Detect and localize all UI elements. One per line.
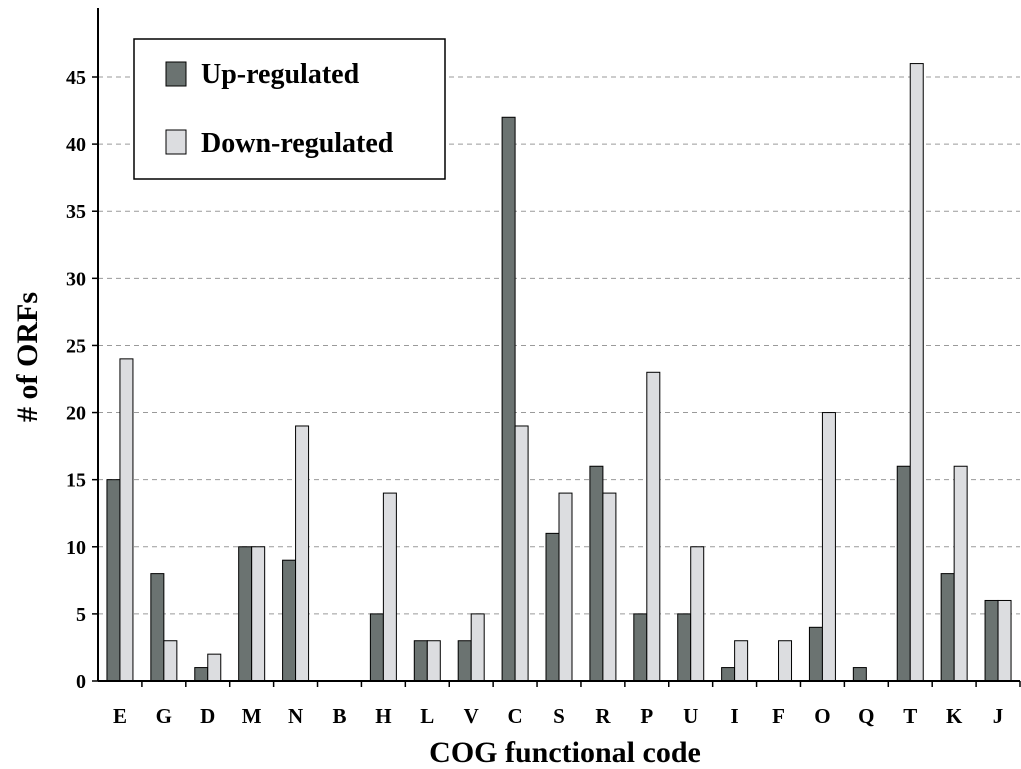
y-tick-label: 5 [76,604,86,626]
bar-up-regulated-M [238,546,253,682]
y-tick-labels: 0 5 10 15 20 25 30 35 40 45 [66,67,98,693]
bar-up-regulated-K [940,573,955,682]
legend-swatch-down-regulated [165,129,187,155]
bar-up-regulated-L [413,640,428,682]
legend-label-up-regulated: Up-regulated [201,59,360,90]
bar-down-regulated-R [602,492,617,682]
y-tick-label: 45 [66,67,86,89]
x-tick-label: O [814,704,830,728]
bar-up-regulated-V [457,640,472,682]
bar-down-regulated-F [778,640,793,682]
x-axis-title: COG functional code [429,736,701,769]
x-tick-label: L [420,704,434,728]
bar-up-regulated-E [106,479,121,682]
bar-down-regulated-S [558,492,573,682]
y-tick-label: 0 [76,671,86,693]
y-tick-label: 35 [66,201,86,223]
x-tick-label: F [772,704,785,728]
bars [106,63,1012,682]
y-tick-label: 30 [66,268,86,290]
bar-down-regulated-E [119,358,134,682]
bar-up-regulated-J [984,599,999,682]
x-tick-label: Q [858,704,874,728]
bar-up-regulated-D [194,667,209,682]
x-tick-label: K [946,704,963,728]
bar-down-regulated-U [690,546,705,682]
x-tick-label: J [993,704,1004,728]
bar-up-regulated-G [150,573,165,682]
bar-up-regulated-H [369,613,384,682]
axes [97,8,1020,682]
bar-down-regulated-M [251,546,266,682]
legend-swatch-up-regulated [165,61,187,87]
x-tick-label: S [553,704,565,728]
bar-down-regulated-H [382,492,397,682]
bar-up-regulated-U [677,613,692,682]
bar-up-regulated-C [501,116,516,682]
bar-up-regulated-O [808,626,823,682]
x-tick-label: R [595,704,611,728]
x-tick-label: I [731,704,739,728]
legend-label-down-regulated: Down-regulated [201,128,394,159]
x-tick-label: M [242,704,262,728]
bar-down-regulated-D [207,653,222,682]
x-tick-label: E [113,704,127,728]
x-tick-label: C [508,704,523,728]
y-tick-label: 25 [66,335,86,357]
bar-down-regulated-G [163,640,178,682]
x-tick-label: U [683,704,698,728]
bar-down-regulated-P [646,371,661,682]
bar-up-regulated-P [633,613,648,682]
y-tick-label: 15 [66,470,86,492]
bar-up-regulated-R [589,465,604,682]
bar-up-regulated-I [721,667,736,682]
bar-down-regulated-I [734,640,749,682]
bar-down-regulated-J [997,599,1012,682]
bar-down-regulated-K [953,465,968,682]
legend: Up-regulated Down-regulated [133,38,446,180]
y-tick-label: 10 [66,537,86,559]
x-tick-label: G [156,704,172,728]
y-tick-label: 20 [66,403,86,425]
x-tick-label: D [200,704,215,728]
x-tick-label: V [464,704,479,728]
y-tick-label: 40 [66,134,86,156]
x-tick-label: P [640,704,653,728]
bar-down-regulated-V [470,613,485,682]
x-tick-label: H [375,704,391,728]
bar-up-regulated-Q [852,667,867,682]
bar-up-regulated-T [896,465,911,682]
bar-down-regulated-L [426,640,441,682]
x-tick-label: T [903,704,917,728]
x-tick-label: N [288,704,303,728]
x-tick-label: B [332,704,346,728]
bar-down-regulated-T [909,63,924,682]
bar-down-regulated-N [295,425,310,682]
bar-down-regulated-C [514,425,529,682]
y-axis-title: # of ORFs [11,292,44,422]
bar-down-regulated-O [821,412,836,682]
bar-up-regulated-N [282,559,297,682]
bar-up-regulated-S [545,532,560,682]
